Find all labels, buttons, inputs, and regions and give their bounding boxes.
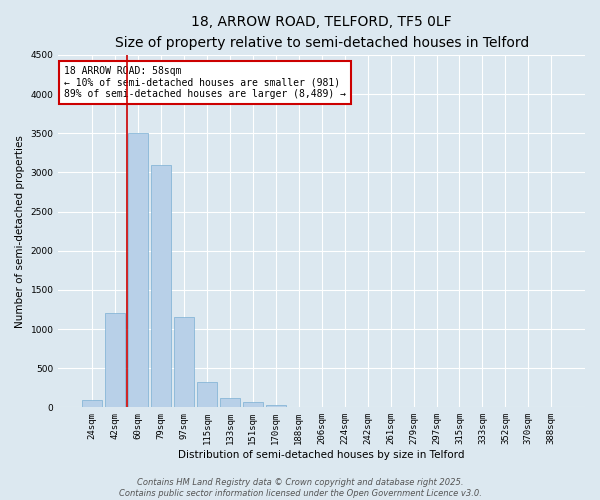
- Bar: [197, 382, 217, 407]
- Bar: [106, 314, 125, 408]
- X-axis label: Distribution of semi-detached houses by size in Telford: Distribution of semi-detached houses by …: [178, 450, 465, 460]
- Bar: [174, 318, 194, 408]
- Bar: [266, 405, 286, 407]
- Text: 18 ARROW ROAD: 58sqm
← 10% of semi-detached houses are smaller (981)
89% of semi: 18 ARROW ROAD: 58sqm ← 10% of semi-detac…: [64, 66, 346, 98]
- Bar: [289, 406, 308, 408]
- Bar: [82, 400, 102, 407]
- Text: Contains HM Land Registry data © Crown copyright and database right 2025.
Contai: Contains HM Land Registry data © Crown c…: [119, 478, 481, 498]
- Bar: [151, 164, 171, 408]
- Y-axis label: Number of semi-detached properties: Number of semi-detached properties: [15, 134, 25, 328]
- Bar: [128, 133, 148, 407]
- Bar: [243, 402, 263, 407]
- Bar: [220, 398, 239, 407]
- Title: 18, ARROW ROAD, TELFORD, TF5 0LF
Size of property relative to semi-detached hous: 18, ARROW ROAD, TELFORD, TF5 0LF Size of…: [115, 15, 529, 50]
